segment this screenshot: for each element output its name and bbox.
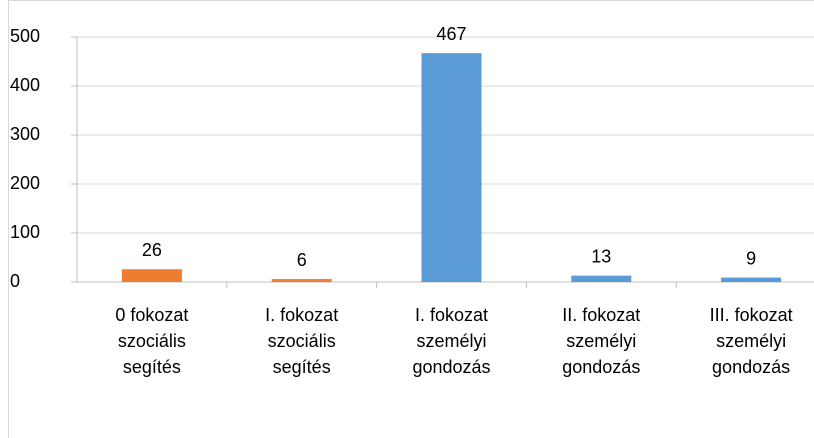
y-tick-label: 0	[10, 271, 20, 291]
bar	[421, 53, 482, 282]
y-tick-label: 400	[10, 75, 40, 95]
y-tick-label: 100	[10, 222, 40, 242]
y-tick-label: 200	[10, 173, 40, 193]
x-tick-label: I. fokozat szociális segítés	[265, 305, 339, 377]
data-label: 26	[142, 240, 162, 260]
x-tick-label: III. fokozat személyi gondozás	[709, 305, 793, 377]
bar	[271, 279, 332, 282]
bar	[721, 277, 782, 282]
data-label: 6	[297, 250, 307, 270]
data-label: 9	[746, 248, 756, 268]
x-tick-label: II. fokozat személyi gondozás	[562, 305, 641, 377]
y-tick-label: 300	[10, 124, 40, 144]
data-label: 467	[436, 24, 466, 44]
bar	[571, 275, 632, 282]
data-label: 13	[591, 246, 611, 266]
bar	[121, 269, 182, 282]
chart-frame	[8, 0, 814, 438]
y-tick-label: 500	[10, 26, 40, 46]
x-tick-label: I. fokozat személyi gondozás	[412, 305, 491, 377]
x-tick-label: 0 fokozat szociális segítés	[115, 305, 189, 377]
